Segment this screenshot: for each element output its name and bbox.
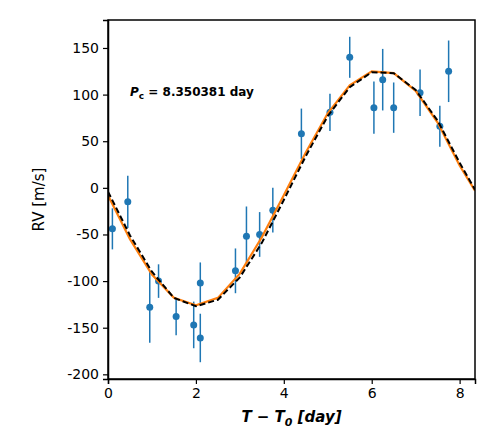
x-axis: 0 2 4 6 8 <box>104 379 475 401</box>
point <box>298 130 305 137</box>
point <box>390 104 397 111</box>
point <box>197 334 204 341</box>
data-area <box>108 37 475 362</box>
point <box>379 76 386 83</box>
y-axis-title: RV [m/s] <box>30 168 48 232</box>
tick-label: 0 <box>104 385 113 401</box>
annotation: Pc = 8.350381 day <box>130 85 254 101</box>
x-axis-title-part: T − T <box>241 408 286 426</box>
annotation-part: P <box>130 85 139 99</box>
tick: 8 <box>456 379 465 401</box>
point <box>124 198 131 205</box>
tick-mark <box>103 48 108 49</box>
tick: 6 <box>368 379 377 401</box>
tick: -150 <box>67 320 108 336</box>
tick: -200 <box>67 366 108 382</box>
tick-mark <box>103 374 108 375</box>
tick-mark <box>103 281 108 282</box>
model-line <box>108 72 475 306</box>
tick: 4 <box>280 379 289 401</box>
tick-label: -100 <box>67 273 99 289</box>
tick-label: 50 <box>81 133 99 149</box>
point <box>243 233 250 240</box>
tick-label: 4 <box>280 385 289 401</box>
point <box>445 68 452 75</box>
tick-mark <box>103 328 108 329</box>
point <box>232 267 239 274</box>
point <box>146 304 153 311</box>
tick: 50 <box>81 133 108 149</box>
tick: 2 <box>192 379 201 401</box>
y-axis: -200 -150 -100 -50 0 50 100 150 <box>67 21 108 383</box>
tick-label: 0 <box>90 180 99 196</box>
chart: 0 2 4 6 8 -200 -150 -100 -50 0 50 100 150 T − T0 [day… <box>0 0 496 444</box>
tick: 0 <box>90 180 108 196</box>
tick: -100 <box>67 273 108 289</box>
model-line <box>108 71 475 305</box>
tick-label: 100 <box>72 87 99 103</box>
tick: 150 <box>72 40 108 56</box>
tick-label: -150 <box>67 320 99 336</box>
tick-mark <box>103 234 108 235</box>
tick-mark <box>372 379 373 384</box>
point <box>197 279 204 286</box>
tick-mark <box>284 379 285 384</box>
tick-label: -50 <box>76 226 99 242</box>
point <box>173 313 180 320</box>
annotation-part: = 8.350381 day <box>144 85 254 99</box>
point <box>370 104 377 111</box>
tick-mark <box>103 94 108 95</box>
tick-mark <box>103 141 108 142</box>
tick-label: 8 <box>456 385 465 401</box>
point <box>109 225 116 232</box>
tick-label: 150 <box>72 40 99 56</box>
frame <box>108 20 475 379</box>
tick: -50 <box>76 226 108 242</box>
tick-label: -200 <box>67 366 99 382</box>
plot: 0 2 4 6 8 -200 -150 -100 -50 0 50 100 150 <box>67 20 475 401</box>
x-axis-title-part: [day] <box>293 408 342 426</box>
tick-mark <box>196 379 197 384</box>
tick-mark <box>103 188 108 189</box>
axis-line <box>103 21 109 380</box>
x-axis-title: T − T0 [day] <box>241 408 341 429</box>
tick: 0 <box>104 379 113 401</box>
tick-label: 2 <box>192 385 201 401</box>
tick-mark <box>460 379 461 384</box>
tick: 100 <box>72 87 108 103</box>
point <box>190 321 197 328</box>
tick-label: 6 <box>368 385 377 401</box>
axis-line <box>109 380 476 385</box>
point <box>346 54 353 61</box>
